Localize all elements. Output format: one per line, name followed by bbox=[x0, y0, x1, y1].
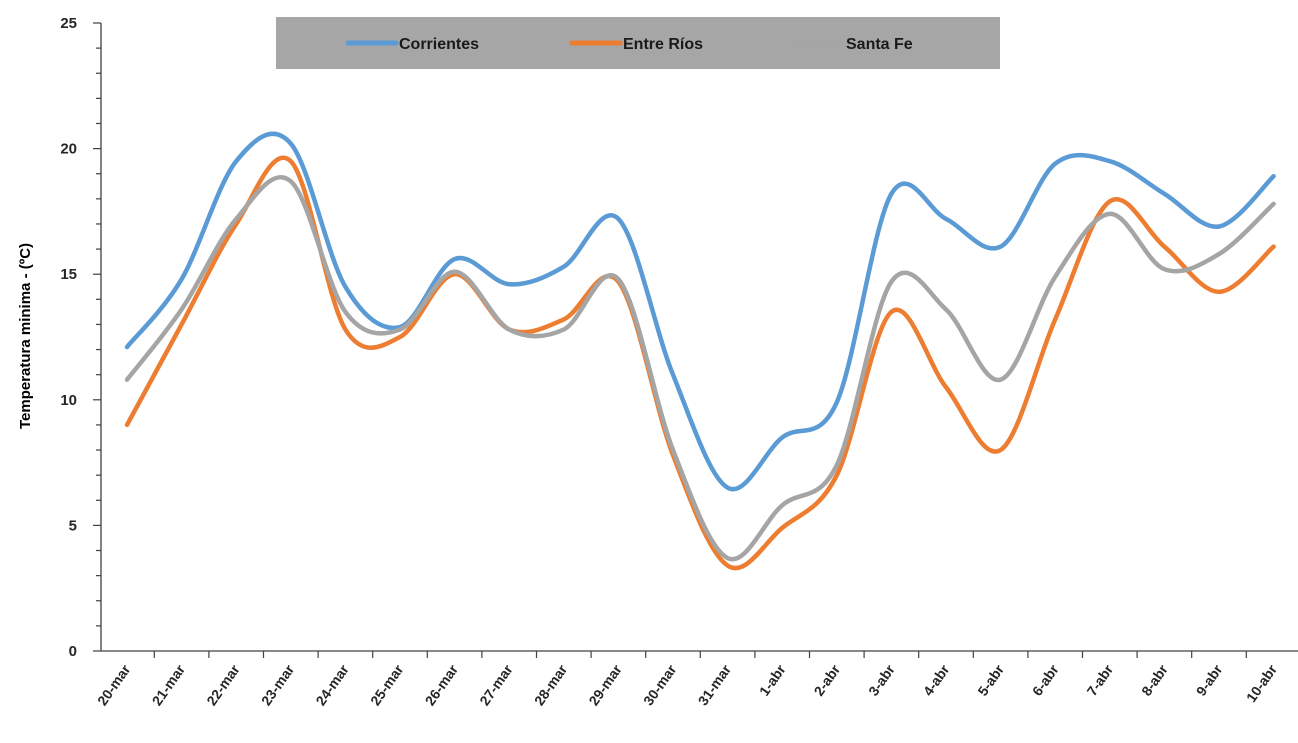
y-tick-label: 15 bbox=[60, 266, 77, 283]
y-axis-title: Temperatura minima - (ºC) bbox=[17, 243, 34, 429]
legend-label: Santa Fe bbox=[846, 36, 913, 53]
y-tick-label: 20 bbox=[60, 141, 77, 158]
y-tick-label: 10 bbox=[60, 392, 77, 409]
legend: Corrientes Entre Ríos Santa Fe bbox=[276, 17, 1000, 69]
legend-label: Entre Ríos bbox=[623, 36, 703, 53]
y-tick-label: 25 bbox=[60, 15, 77, 32]
y-tick-label: 0 bbox=[69, 643, 77, 660]
legend-label: Corrientes bbox=[399, 36, 479, 53]
y-tick-label: 5 bbox=[69, 517, 77, 534]
